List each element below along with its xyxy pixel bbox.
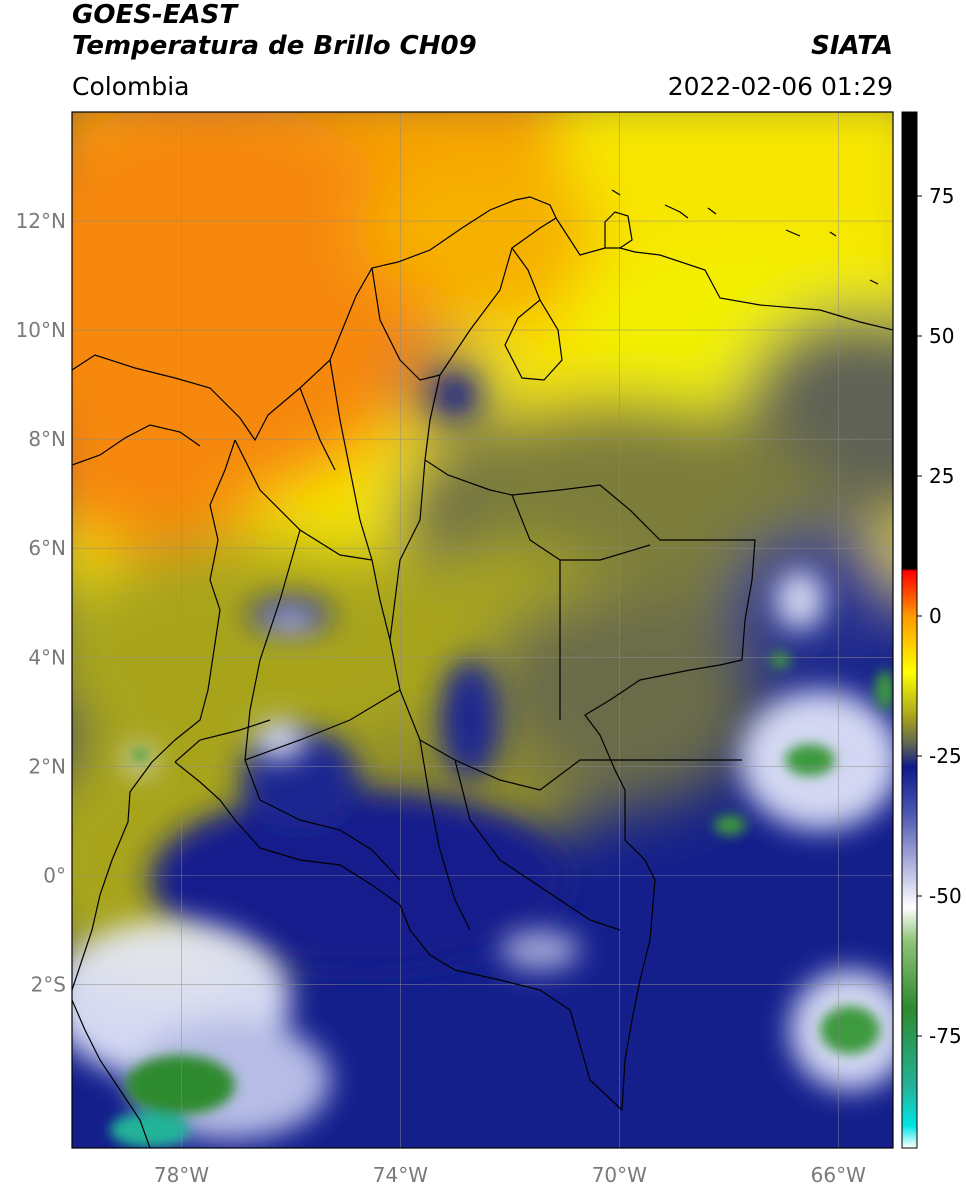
- lat-tick-label: 4°N: [28, 645, 66, 669]
- graticule: [72, 112, 893, 1148]
- colombia-inner-boundaries: [234, 267, 742, 881]
- caribbean-coastline: [72, 196, 563, 442]
- ecuador-coast: [72, 999, 151, 1148]
- lon-tick-label: 70°W: [592, 1163, 647, 1187]
- lon-tick-label: 74°W: [373, 1163, 428, 1187]
- lat-tick-label: 6°N: [28, 536, 66, 560]
- product-title: Temperatura de Brillo CH09: [72, 31, 477, 61]
- colorbar-tick-label: -25: [929, 744, 962, 768]
- lon-tick-label: 78°W: [154, 1163, 209, 1187]
- longitude-tick-labels: 78°W 74°W 70°W 66°W: [154, 1163, 866, 1187]
- satellite-title: GOES-EAST: [72, 0, 238, 30]
- panama-coast: [72, 424, 201, 466]
- islands: [611, 189, 879, 285]
- colorbar-tick-label: -75: [929, 1024, 962, 1048]
- lat-tick-label: 10°N: [16, 318, 66, 342]
- colorbar-tick-label: 0: [929, 604, 942, 628]
- lat-tick-label: 12°N: [16, 209, 66, 233]
- map-frame: [71, 111, 894, 1149]
- colorbar-tick-label: 50: [929, 324, 954, 348]
- venezuela-coastline: [555, 217, 893, 331]
- colombia-brazil-border: [584, 659, 743, 1111]
- colorbar-tick-label: -50: [929, 884, 962, 908]
- coastlines-and-borders: [72, 189, 893, 1148]
- lat-tick-label: 0°: [43, 863, 66, 887]
- lat-tick-label: 2°N: [28, 754, 66, 778]
- latitude-tick-labels: 12°N 10°N 8°N 6°N 4°N 2°N 0° 2°S: [16, 209, 66, 996]
- brightness-temperature-field: [72, 112, 893, 1148]
- inner-boundaries-south: [174, 719, 621, 931]
- timestamp-label: 2022-02-06 01:29: [667, 72, 893, 101]
- colombia-venezuela-border: [424, 247, 756, 661]
- colorbar: [901, 111, 918, 1149]
- colorbar-tick-labels: 75 50 25 0 -25 -50 -75: [917, 184, 962, 1048]
- colombia-peru-ecuador-border: [174, 761, 623, 1111]
- lat-tick-label: 2°S: [31, 972, 66, 996]
- lon-tick-label: 66°W: [811, 1163, 866, 1187]
- lat-tick-label: 8°N: [28, 427, 66, 451]
- colorbar-tick-label: 25: [929, 464, 954, 488]
- pacific-coastline: [72, 439, 236, 991]
- region-label: Colombia: [72, 72, 190, 101]
- colorbar-tick-label: 75: [929, 184, 954, 208]
- source-label: SIATA: [811, 31, 893, 61]
- paraguana-peninsula: [604, 211, 633, 249]
